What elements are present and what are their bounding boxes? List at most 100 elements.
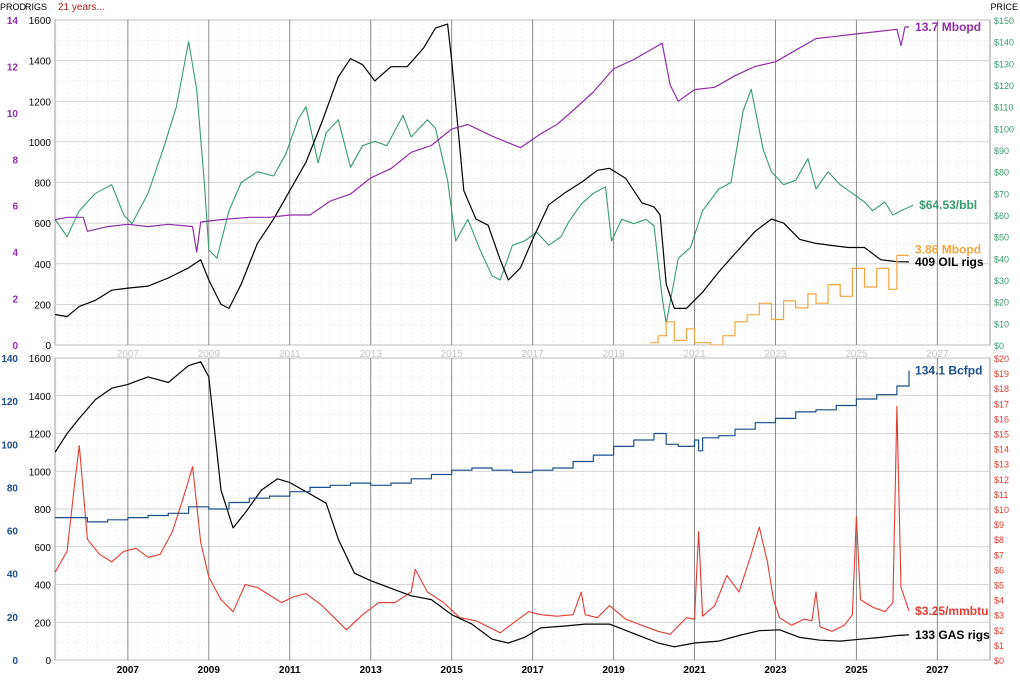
rigs-axis-tick: 600 — [34, 543, 51, 554]
x-tick-label: 2027 — [926, 349, 949, 360]
gas-price-label: $3.25/mmbtu — [915, 604, 988, 618]
chart-note: 21 years... — [58, 2, 105, 13]
price-axis-tick: $18 — [994, 384, 1009, 394]
price-axis-tick: $10 — [994, 319, 1009, 329]
x-tick-label: 2025 — [845, 665, 868, 676]
price-axis-tick: $7 — [994, 550, 1004, 560]
rigs-axis-tick: 400 — [34, 581, 51, 592]
price-axis-tick: $50 — [994, 233, 1009, 243]
price-axis-tick: $150 — [994, 16, 1014, 26]
rigs-axis-tick: 1400 — [29, 57, 52, 68]
price-axis-tick: $2 — [994, 626, 1004, 636]
prod-axis-tick: 140 — [1, 354, 18, 365]
oil-prod-other-line — [650, 254, 909, 345]
x-tick-label: 2021 — [683, 349, 706, 360]
rigs-axis-tick: 1200 — [29, 97, 52, 108]
rigs-axis-tick: 1400 — [29, 392, 52, 403]
gas-prod-label: 134.1 Bcfpd — [915, 364, 982, 378]
series-group — [55, 361, 910, 648]
rigs-axis-tick: 200 — [34, 300, 51, 311]
x-tick-label: 2019 — [602, 665, 625, 676]
rigs-axis-tick: 600 — [34, 219, 51, 230]
prod-axis-tick: 40 — [7, 570, 19, 581]
price-axis-tick: $110 — [994, 103, 1013, 113]
prod-axis-tick: 4 — [12, 248, 18, 259]
oil-price-line — [55, 41, 914, 324]
price-axis-tick: $16 — [994, 414, 1009, 424]
x-tick-label: 2023 — [764, 349, 787, 360]
prod-axis-tick: 10 — [7, 109, 19, 120]
x-tick-label: 2007 — [117, 349, 140, 360]
gas-rigs-line — [55, 361, 910, 648]
prod-axis-tick: 12 — [7, 62, 19, 73]
rigs-axis-title: RIGS — [25, 2, 47, 12]
prod-axis-tick: 8 — [12, 155, 18, 166]
price-axis-tick: $140 — [994, 38, 1014, 48]
price-axis-tick: $17 — [994, 399, 1009, 409]
prod-axis-title: PROD — [0, 2, 27, 12]
rigs-axis-tick: 1600 — [29, 354, 52, 365]
price-axis-tick: $11 — [994, 490, 1008, 500]
price-axis-tick: $9 — [994, 520, 1004, 530]
price-axis-tick: $14 — [994, 445, 1009, 455]
gas-panel: 2007 2009 2011 2013 2015 2017 2019 2021 2023 2025… — [1, 354, 1009, 676]
series-group — [55, 23, 914, 345]
price-axis-tick: $1 — [994, 641, 1004, 651]
prod-axis-tick: 14 — [7, 16, 19, 27]
price-axis-tick: $30 — [994, 276, 1009, 286]
price-axis-tick: $20 — [994, 354, 1009, 364]
x-tick-label: 2011 — [279, 349, 301, 360]
price-axis-tick: $4 — [994, 596, 1004, 606]
oil-price-label: $64.53/bbl — [919, 198, 977, 212]
x-tick-label: 2015 — [441, 665, 464, 676]
prod-axis-tick: 60 — [7, 527, 19, 538]
x-tick-label: 2021 — [683, 665, 706, 676]
price-axis-tick: $0 — [994, 656, 1004, 666]
x-tick-label: 2013 — [360, 349, 383, 360]
x-tick-label: 2009 — [198, 665, 221, 676]
x-tick-label: 2009 — [198, 349, 221, 360]
gas-price-line — [55, 405, 910, 635]
price-axis-tick: $15 — [994, 430, 1009, 440]
gas-prod-line — [55, 370, 910, 523]
prod-axis-tick: 20 — [7, 613, 19, 624]
rigs-axis-tick: 1000 — [29, 467, 52, 478]
oil-prod-label: 13.7 Mbopd — [915, 20, 981, 34]
oil-rigs-label: 409 OIL rigs — [915, 255, 984, 269]
gas-rigs-label: 133 GAS rigs — [915, 628, 990, 642]
prod-axis-tick: 100 — [1, 440, 18, 451]
rigs-axis-tick: 1200 — [29, 430, 52, 441]
price-axis-tick: $70 — [994, 189, 1009, 199]
prod-axis-tick: 120 — [1, 397, 18, 408]
price-axis-tick: $130 — [994, 59, 1014, 69]
x-tick-label: 2017 — [521, 665, 544, 676]
price-axis-tick: $6 — [994, 565, 1004, 575]
x-tick-label: 2027 — [926, 665, 949, 676]
price-axis-tick: $80 — [994, 168, 1009, 178]
price-axis-tick: $90 — [994, 146, 1009, 156]
x-tick-label: 2017 — [521, 349, 544, 360]
price-axis-tick: $0 — [994, 341, 1004, 351]
prod-axis-tick: 2 — [12, 295, 18, 306]
price-axis-tick: $40 — [994, 254, 1009, 264]
rigs-axis-tick: 200 — [34, 618, 51, 629]
oil-rigs-line — [55, 23, 910, 318]
price-axis-tick: $60 — [994, 211, 1009, 221]
price-axis-title: PRICE — [990, 2, 1018, 12]
oil-prod-other-label: 3.86 Mbopd — [915, 242, 981, 256]
prod-axis-tick: 0 — [12, 656, 18, 667]
x-tick-label: 2007 — [117, 665, 140, 676]
x-tick-label: 2019 — [602, 349, 625, 360]
price-axis-tick: $8 — [994, 535, 1004, 545]
x-tick-label: 2023 — [764, 665, 787, 676]
prod-axis-tick: 0 — [12, 341, 18, 352]
price-axis-tick: $12 — [994, 475, 1009, 485]
rigs-axis-tick: 1600 — [29, 16, 52, 27]
rigs-axis-tick: 1000 — [29, 138, 52, 149]
price-axis-tick: $5 — [994, 581, 1004, 591]
oil-prod-line — [55, 26, 909, 253]
rigs-axis-tick: 0 — [45, 656, 51, 667]
prod-axis-tick: 80 — [7, 483, 19, 494]
